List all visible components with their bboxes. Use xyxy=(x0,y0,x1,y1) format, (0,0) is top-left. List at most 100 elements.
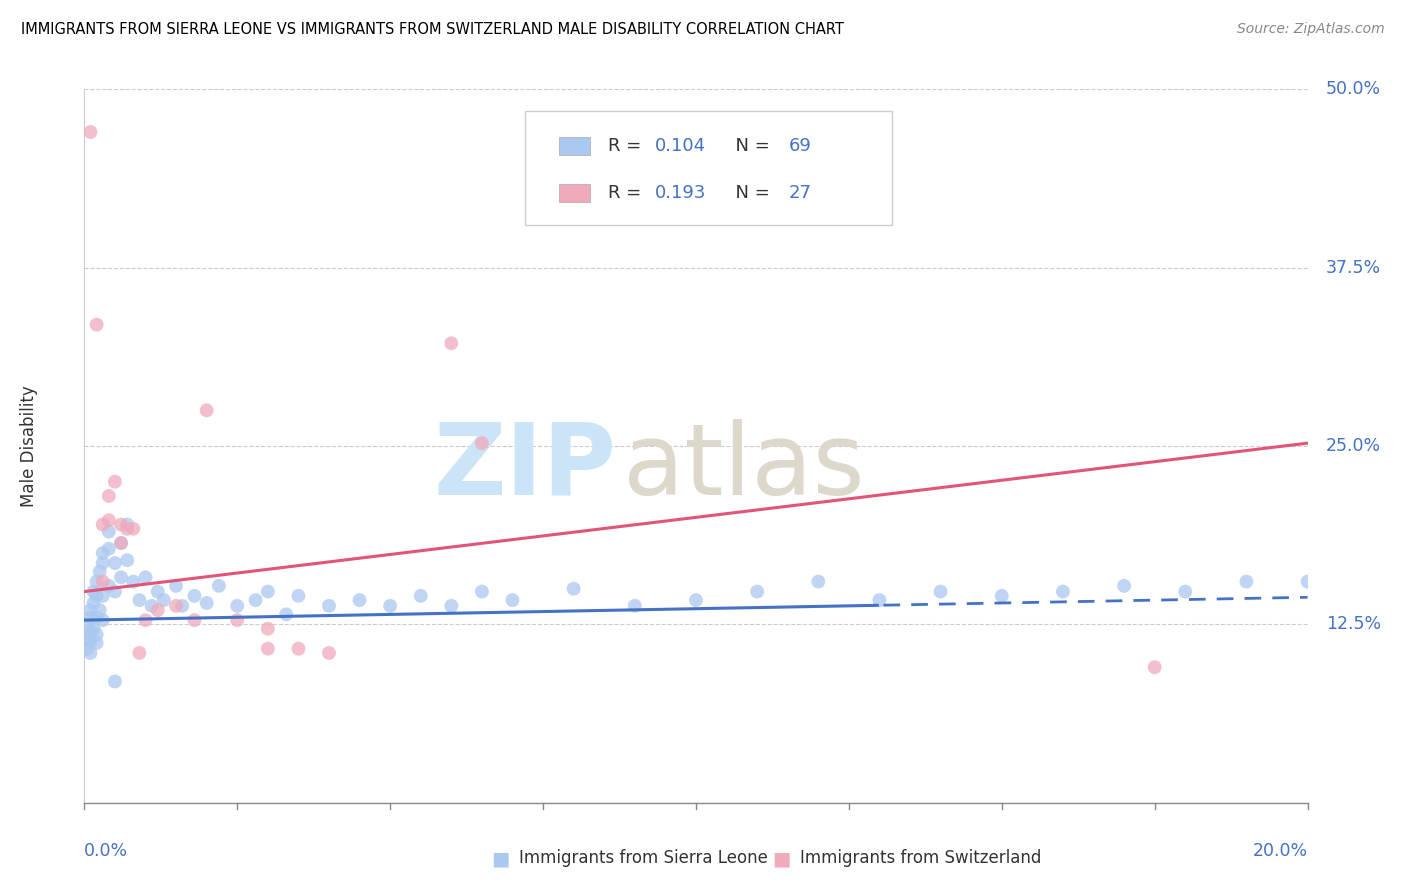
Point xyxy=(257,622,280,636)
Point xyxy=(869,593,891,607)
Point xyxy=(79,610,101,624)
Point xyxy=(349,593,371,607)
Point xyxy=(86,318,108,332)
Point xyxy=(287,641,309,656)
Point xyxy=(86,636,108,650)
Text: 0.193: 0.193 xyxy=(654,184,706,202)
Point xyxy=(624,599,647,613)
Point xyxy=(318,599,340,613)
Point xyxy=(83,584,105,599)
Point xyxy=(110,536,132,550)
Text: 20.0%: 20.0% xyxy=(1253,842,1308,860)
Point xyxy=(79,627,101,641)
Point xyxy=(76,617,98,632)
Point xyxy=(208,579,231,593)
Text: ■: ■ xyxy=(491,849,509,868)
Text: IMMIGRANTS FROM SIERRA LEONE VS IMMIGRANTS FROM SWITZERLAND MALE DISABILITY CORR: IMMIGRANTS FROM SIERRA LEONE VS IMMIGRAN… xyxy=(21,22,844,37)
Point xyxy=(79,624,101,639)
Point xyxy=(122,574,145,589)
Point xyxy=(257,641,280,656)
Point xyxy=(226,613,249,627)
Bar xyxy=(560,184,589,202)
Point xyxy=(91,546,114,560)
Point xyxy=(183,613,205,627)
Point xyxy=(226,599,249,613)
Bar xyxy=(560,136,589,154)
Point xyxy=(122,522,145,536)
Point xyxy=(115,522,138,536)
Point xyxy=(86,627,108,641)
Text: 69: 69 xyxy=(789,136,811,154)
Text: 50.0%: 50.0% xyxy=(1326,80,1381,98)
Point xyxy=(104,584,127,599)
Point xyxy=(287,589,309,603)
Point xyxy=(747,584,769,599)
Point xyxy=(115,517,138,532)
Point xyxy=(409,589,432,603)
Point xyxy=(91,613,114,627)
Point xyxy=(807,574,830,589)
Text: 0.0%: 0.0% xyxy=(84,842,128,860)
Point xyxy=(104,674,127,689)
Point xyxy=(86,589,108,603)
Text: Source: ZipAtlas.com: Source: ZipAtlas.com xyxy=(1237,22,1385,37)
Point xyxy=(79,634,101,648)
Point xyxy=(471,436,494,450)
Point xyxy=(79,603,101,617)
Point xyxy=(91,589,114,603)
Point xyxy=(1174,584,1197,599)
Text: Immigrants from Switzerland: Immigrants from Switzerland xyxy=(800,849,1042,867)
Point xyxy=(135,570,157,584)
Point xyxy=(1052,584,1074,599)
Point xyxy=(79,125,101,139)
Point xyxy=(79,646,101,660)
Point xyxy=(91,556,114,570)
Point xyxy=(86,574,108,589)
Point xyxy=(165,599,187,613)
Point xyxy=(440,599,463,613)
Text: Male Disability: Male Disability xyxy=(20,385,38,507)
Point xyxy=(76,632,98,646)
Point xyxy=(380,599,402,613)
Text: atlas: atlas xyxy=(623,419,865,516)
Text: 25.0%: 25.0% xyxy=(1326,437,1381,455)
Text: ZIP: ZIP xyxy=(433,419,616,516)
FancyBboxPatch shape xyxy=(524,111,891,225)
Point xyxy=(110,536,132,550)
Point xyxy=(91,517,114,532)
Point xyxy=(83,596,105,610)
Point xyxy=(83,622,105,636)
Text: ■: ■ xyxy=(772,849,790,868)
Point xyxy=(1296,574,1319,589)
Point xyxy=(183,589,205,603)
Point xyxy=(195,596,218,610)
Point xyxy=(146,603,169,617)
Text: R =: R = xyxy=(607,184,647,202)
Point xyxy=(110,517,132,532)
Point xyxy=(97,513,120,527)
Point xyxy=(440,336,463,351)
Point xyxy=(257,584,280,599)
Point xyxy=(685,593,707,607)
Point xyxy=(89,565,111,579)
Point xyxy=(1234,574,1257,589)
Point xyxy=(97,489,120,503)
Text: 27: 27 xyxy=(789,184,811,202)
Point xyxy=(128,593,150,607)
Point xyxy=(76,641,98,656)
Point xyxy=(165,579,187,593)
Point xyxy=(929,584,952,599)
Point xyxy=(135,613,157,627)
Point xyxy=(104,475,127,489)
Point xyxy=(97,541,120,556)
Point xyxy=(318,646,340,660)
Text: N =: N = xyxy=(724,136,776,154)
Text: N =: N = xyxy=(724,184,776,202)
Point xyxy=(1143,660,1166,674)
Point xyxy=(97,579,120,593)
Point xyxy=(104,556,127,570)
Point xyxy=(502,593,524,607)
Point xyxy=(146,584,169,599)
Point xyxy=(245,593,267,607)
Text: 12.5%: 12.5% xyxy=(1326,615,1381,633)
